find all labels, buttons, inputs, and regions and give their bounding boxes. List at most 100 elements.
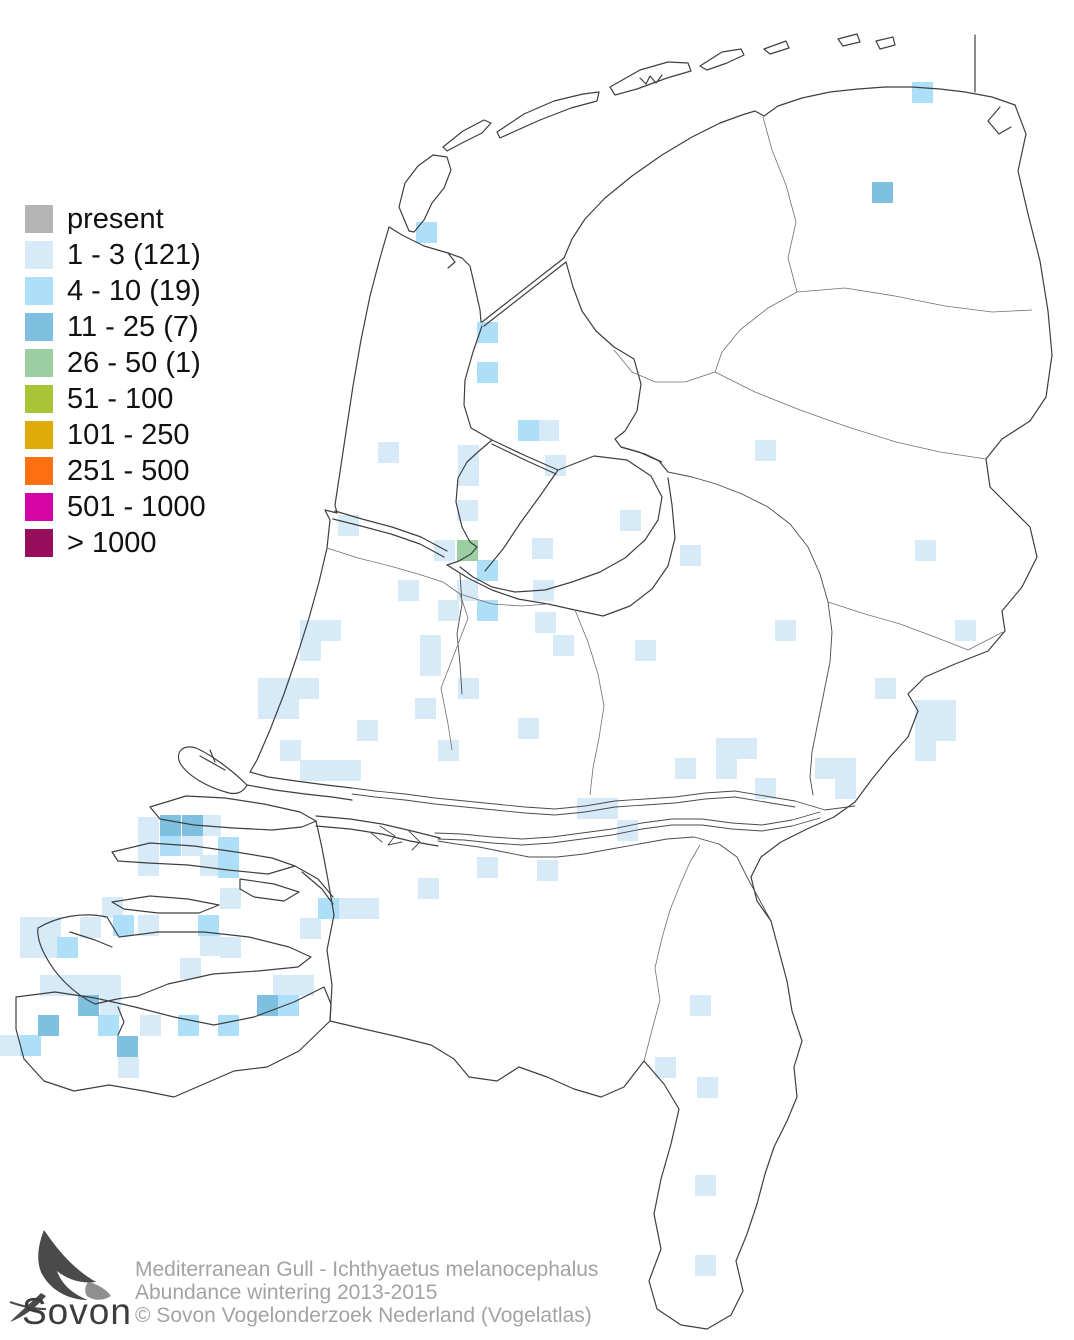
grid-cell-abundance_1_3 <box>80 917 101 938</box>
grid-cell-abundance_1_3 <box>138 855 159 876</box>
grid-cell-abundance_4_10 <box>178 1015 199 1036</box>
grid-cell-abundance_1_3 <box>545 455 566 476</box>
legend-row: present <box>25 201 206 237</box>
grid-cell-abundance_1_3 <box>577 798 598 819</box>
grid-cell-abundance_1_3 <box>20 917 41 938</box>
legend-label: 4 - 10 (19) <box>67 274 201 307</box>
grid-cell-abundance_1_3 <box>477 857 498 878</box>
grid-cell-abundance_1_3 <box>458 445 479 466</box>
grid-cell-abundance_1_3 <box>457 580 478 601</box>
grid-cell-abundance_4_10 <box>160 835 181 856</box>
grid-cell-abundance_1_3 <box>280 740 301 761</box>
grid-cell-abundance_1_3 <box>40 917 61 938</box>
grid-cell-abundance_1_3 <box>278 698 299 719</box>
grid-cell-abundance_11_25 <box>872 182 893 203</box>
grid-cell-abundance_1_3 <box>915 700 936 721</box>
grid-cell-abundance_1_3 <box>40 975 61 996</box>
grid-cell-abundance_1_3 <box>140 1015 161 1036</box>
grid-cell-abundance_1_3 <box>538 420 559 441</box>
grid-cell-abundance_1_3 <box>300 620 321 641</box>
legend-swatch <box>25 241 53 269</box>
legend-swatch <box>25 277 53 305</box>
grid-cell-abundance_1_3 <box>258 698 279 719</box>
grid-cell-abundance_1_3 <box>220 888 241 909</box>
grid-cell-abundance_1_3 <box>378 442 399 463</box>
grid-cell-abundance_1_3 <box>180 958 201 979</box>
grid-cell-abundance_1_3 <box>597 798 618 819</box>
grid-cell-abundance_1_3 <box>200 815 221 836</box>
legend-row: 26 - 50 (1) <box>25 345 206 381</box>
grid-cell-abundance_1_3 <box>716 738 737 759</box>
grid-cell-abundance_1_3 <box>690 995 711 1016</box>
grid-cell-abundance_1_3 <box>716 758 737 779</box>
grid-cell-abundance_11_25 <box>160 815 181 836</box>
grid-cell-abundance_1_3 <box>635 640 656 661</box>
sovon-logo-text: Sovon <box>22 1291 132 1332</box>
grid-cell-abundance_1_3 <box>118 1057 139 1078</box>
grid-cell-abundance_1_3 <box>532 538 553 559</box>
legend-row: 11 - 25 (7) <box>25 309 206 345</box>
grid-cell-abundance_1_3 <box>278 678 299 699</box>
grid-cell-abundance_1_3 <box>340 760 361 781</box>
legend-label: 501 - 1000 <box>67 490 206 523</box>
legend-label: 26 - 50 (1) <box>67 346 201 379</box>
legend-swatch <box>25 313 53 341</box>
grid-cell-abundance_4_10 <box>416 222 437 243</box>
grid-cell-abundance_11_25 <box>257 995 278 1016</box>
grid-cell-abundance_11_25 <box>38 1015 59 1036</box>
grid-cell-abundance_1_3 <box>755 440 776 461</box>
grid-cell-abundance_26_50 <box>457 540 478 561</box>
legend-row: 101 - 250 <box>25 417 206 453</box>
grid-cell-abundance_1_3 <box>320 620 341 641</box>
grid-cell-abundance_1_3 <box>695 1175 716 1196</box>
grid-cell-abundance_1_3 <box>0 1035 21 1056</box>
grid-cell-abundance_1_3 <box>617 820 638 841</box>
grid-cell-abundance_1_3 <box>655 1057 676 1078</box>
swallow-wing-icon <box>38 1230 96 1300</box>
grid-cell-abundance_1_3 <box>357 720 378 741</box>
grid-cell-abundance_4_10 <box>518 420 539 441</box>
legend-swatch <box>25 205 53 233</box>
grid-cell-abundance_11_25 <box>78 995 99 1016</box>
grid-cell-abundance_1_3 <box>80 975 101 996</box>
grid-cell-abundance_4_10 <box>218 837 239 858</box>
legend-row: 501 - 1000 <box>25 489 206 525</box>
grid-cell-abundance_4_10 <box>218 1015 239 1036</box>
legend-row: > 1000 <box>25 525 206 561</box>
legend-label: 11 - 25 (7) <box>67 310 199 343</box>
grid-cell-abundance_4_10 <box>198 915 219 936</box>
grid-cell-abundance_1_3 <box>775 620 796 641</box>
legend-row: 251 - 500 <box>25 453 206 489</box>
sovon-logo <box>9 1230 111 1322</box>
grid-cell-abundance_1_3 <box>300 760 321 781</box>
caption-subject: Abundance wintering 2013-2015 <box>135 1281 438 1304</box>
legend-label: > 1000 <box>67 526 157 559</box>
grid-cell-abundance_1_3 <box>273 975 294 996</box>
grid-cell-abundance_1_3 <box>138 915 159 936</box>
grid-cell-abundance_4_10 <box>912 82 933 103</box>
grid-cell-abundance_1_3 <box>935 720 956 741</box>
legend-label: 1 - 3 (121) <box>67 238 201 271</box>
legend-swatch <box>25 529 53 557</box>
grid-cell-abundance_1_3 <box>420 655 441 676</box>
legend-row: 4 - 10 (19) <box>25 273 206 309</box>
grid-cell-abundance_1_3 <box>915 720 936 741</box>
grid-cell-abundance_1_3 <box>815 758 836 779</box>
grid-cell-abundance_1_3 <box>835 778 856 799</box>
grid-cell-abundance_1_3 <box>420 635 441 656</box>
grid-cell-abundance_1_3 <box>358 898 379 919</box>
grid-cell-abundance_1_3 <box>915 540 936 561</box>
legend-label: 251 - 500 <box>67 454 190 487</box>
grid-cell-abundance_1_3 <box>620 510 641 531</box>
grid-cell-abundance_11_25 <box>117 1036 138 1057</box>
map-caption: Mediterranean Gull - Ichthyaetus melanoc… <box>135 1258 598 1327</box>
grid-cell-abundance_1_3 <box>697 1077 718 1098</box>
grid-cell-abundance_1_3 <box>736 738 757 759</box>
legend-swatch <box>25 457 53 485</box>
grid-cell-abundance_1_3 <box>415 698 436 719</box>
grid-cell-abundance_1_3 <box>298 678 319 699</box>
grid-cell-abundance_1_3 <box>533 580 554 601</box>
legend-swatch <box>25 385 53 413</box>
grid-cell-abundance_1_3 <box>675 758 696 779</box>
grid-cell-abundance_1_3 <box>457 500 478 521</box>
